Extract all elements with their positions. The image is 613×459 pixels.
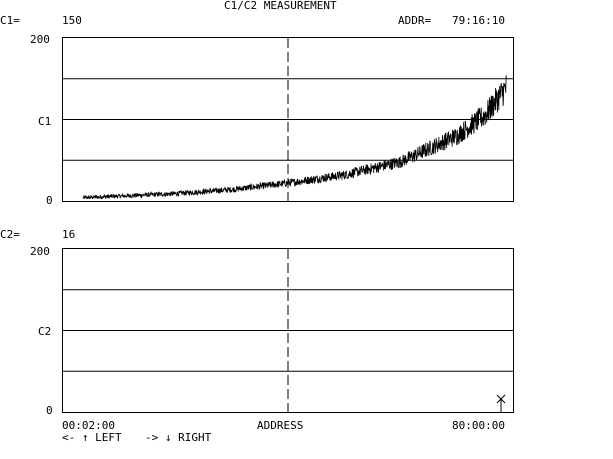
c1-plot-panel: [62, 37, 514, 202]
c2-value: 16: [62, 228, 76, 241]
x-axis-right-label: 80:00:00: [452, 419, 505, 432]
c2-label: C2=: [0, 228, 20, 241]
nav-left-hint[interactable]: <- ↑ LEFT: [62, 431, 122, 444]
panel2-y-top-label: 200: [30, 245, 50, 258]
panel2-y-mid-label: C2: [38, 325, 52, 338]
panel1-y-bottom-label: 0: [46, 194, 53, 207]
c1-series-line: [82, 75, 508, 200]
c1-plot-svg: [63, 38, 513, 201]
x-axis-left-label: 00:02:00: [62, 419, 115, 432]
addr-value: 79:16:10: [452, 14, 505, 27]
x-axis-title: ADDRESS: [257, 419, 304, 432]
c1-label: C1=: [0, 14, 20, 27]
panel2-y-bottom-label: 0: [46, 404, 53, 417]
screen-title: C1/C2 MEASUREMENT: [224, 0, 337, 12]
c2-plot-panel: [62, 248, 514, 413]
c2-plot-svg: [63, 249, 513, 412]
nav-right-hint[interactable]: -> ↓ RIGHT: [145, 431, 212, 444]
c1-value: 150: [62, 14, 82, 27]
panel1-y-mid-label: C1: [38, 115, 52, 128]
addr-label: ADDR=: [398, 14, 432, 27]
panel1-y-top-label: 200: [30, 33, 50, 46]
x-marker-icon: [496, 394, 506, 404]
